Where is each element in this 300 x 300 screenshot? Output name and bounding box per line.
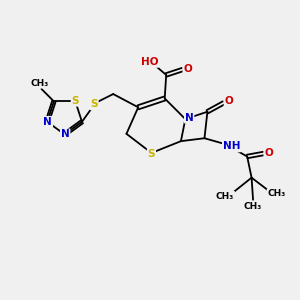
Text: S: S: [148, 148, 155, 158]
Text: S: S: [90, 99, 98, 110]
Text: O: O: [183, 64, 192, 74]
Text: NH: NH: [223, 142, 240, 152]
Text: S: S: [72, 96, 79, 106]
Text: HO: HO: [141, 57, 158, 67]
Text: N: N: [61, 129, 70, 140]
Text: CH₃: CH₃: [268, 189, 286, 198]
Text: N: N: [185, 112, 194, 123]
Text: CH₃: CH₃: [31, 79, 49, 88]
Text: O: O: [224, 96, 233, 106]
Text: CH₃: CH₃: [216, 192, 234, 201]
Text: CH₃: CH₃: [244, 202, 262, 211]
Text: N: N: [44, 117, 52, 127]
Text: O: O: [264, 148, 273, 158]
